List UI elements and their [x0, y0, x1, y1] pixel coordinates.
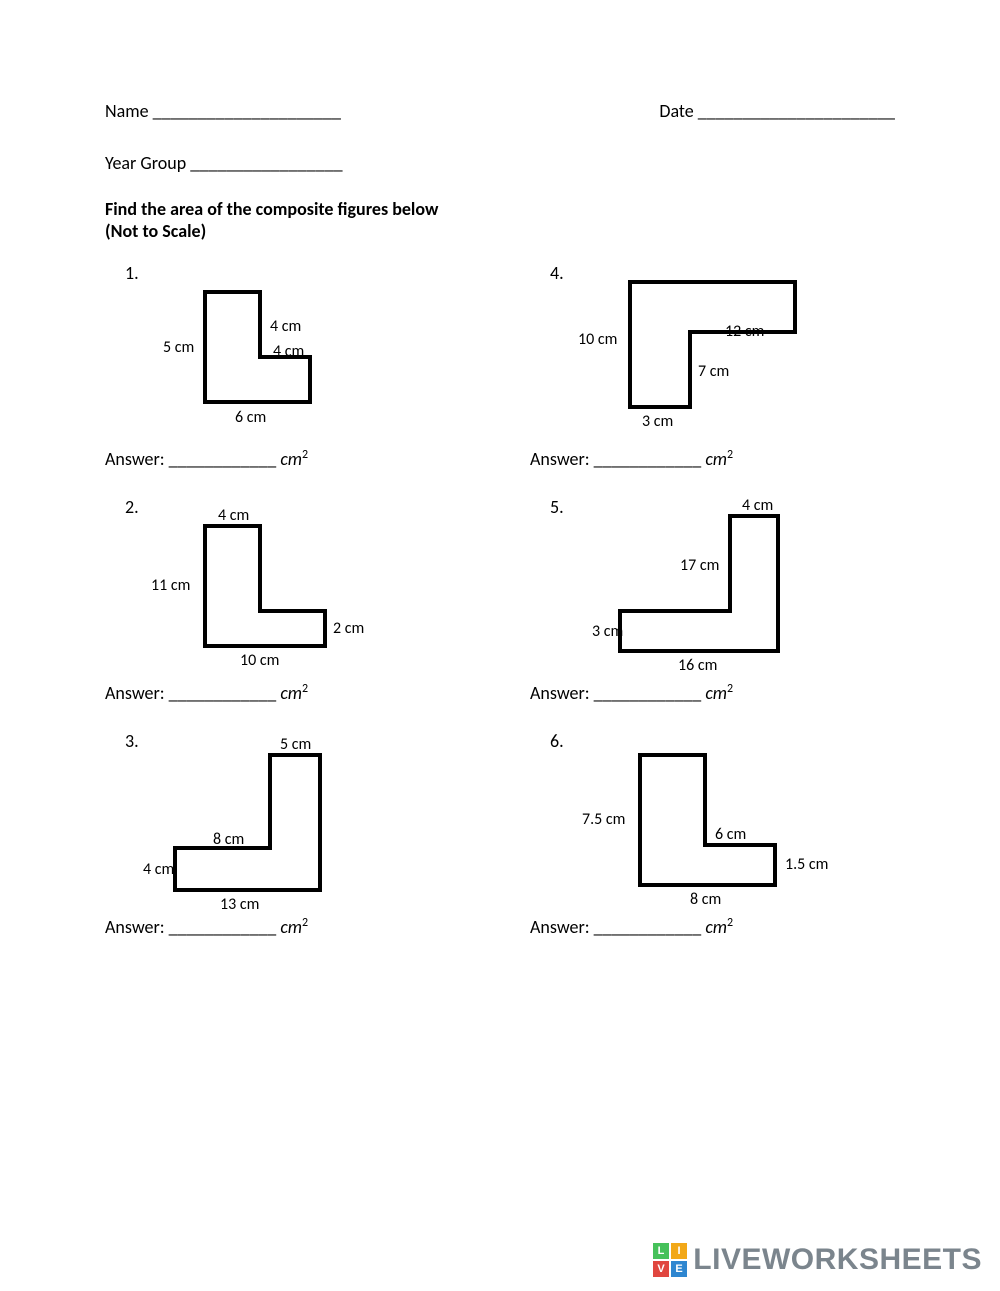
dimension-label: 12 cm	[725, 322, 764, 341]
dimension-label: 16 cm	[678, 656, 717, 675]
problem: 3.5 cm8 cm4 cm13 cmAnswer: ____________ …	[105, 730, 470, 938]
answer-line[interactable]: Answer: ____________ cm2	[105, 448, 470, 470]
worksheet-page: Name _____________________ Date ________…	[0, 0, 1000, 1014]
badge-cell: V	[653, 1261, 669, 1277]
dimension-label: 2 cm	[333, 619, 364, 638]
answer-line[interactable]: Answer: ____________ cm2	[105, 916, 470, 938]
answer-line[interactable]: Answer: ____________ cm2	[530, 448, 895, 470]
dimension-label: 6 cm	[715, 825, 746, 844]
dimension-label: 3 cm	[592, 622, 623, 641]
dimension-label: 5 cm	[280, 735, 311, 754]
date-field[interactable]: Date ______________________	[659, 100, 895, 122]
instructions: Find the area of the composite figures b…	[105, 198, 445, 242]
dimension-label: 7 cm	[698, 362, 729, 381]
dimension-label: 6 cm	[235, 408, 266, 427]
badge-cell: E	[671, 1261, 687, 1277]
right-column: 4.10 cm12 cm7 cm3 cmAnswer: ____________…	[530, 262, 895, 964]
problem-columns: 1.5 cm 4 cm 4 cm 6 cm Answer: ____________ c…	[105, 262, 895, 964]
figure-wrap: 5 cm8 cm4 cm13 cm	[105, 730, 470, 910]
dimension-label: 5 cm	[163, 338, 194, 357]
watermark-badge: LIVE	[653, 1243, 687, 1277]
dimension-label: 4 cm	[270, 317, 301, 336]
header-row: Name _____________________ Date ________…	[105, 100, 895, 122]
answer-line[interactable]: Answer: ____________ cm2	[530, 916, 895, 938]
answer-line[interactable]: Answer: ____________ cm2	[530, 682, 895, 704]
composite-figure	[530, 262, 850, 442]
figure-wrap: 4 cm 17 cm 3 cm 16 cm	[530, 496, 895, 676]
dimension-label: 11 cm	[151, 576, 190, 595]
dimension-label: 1.5 cm	[785, 855, 828, 874]
dimension-label: 8 cm	[213, 830, 244, 849]
problem: 4.10 cm12 cm7 cm3 cmAnswer: ____________…	[530, 262, 895, 470]
dimension-label: 10 cm	[578, 330, 617, 349]
dimension-label: 10 cm	[240, 651, 279, 670]
dimension-label: 4 cm	[218, 506, 249, 525]
liveworksheets-watermark: LIVE LIVEWORKSHEETS	[653, 1243, 982, 1277]
problem: 5.4 cm17 cm3 cm16 cmAnswer: ____________…	[530, 496, 895, 704]
figure-wrap: 10 cm 12 cm 7 cm 3 cm	[530, 262, 895, 442]
dimension-label: 13 cm	[220, 895, 259, 914]
year-group-field[interactable]: Year Group _________________	[105, 152, 895, 174]
problem: 6.7.5 cm6 cm1.5 cm8 cmAnswer: __________…	[530, 730, 895, 938]
dimension-label: 4 cm	[143, 860, 174, 879]
dimension-label: 8 cm	[690, 890, 721, 909]
dimension-label: 3 cm	[642, 412, 673, 431]
badge-cell: I	[671, 1243, 687, 1259]
dimension-label: 17 cm	[680, 556, 719, 575]
composite-figure	[105, 730, 425, 910]
watermark-text: LIVEWORKSHEETS	[693, 1243, 982, 1277]
figure-wrap: 7.5 cm 6 cm 1.5 cm 8 cm	[530, 730, 895, 910]
dimension-label: 7.5 cm	[582, 810, 625, 829]
composite-figure	[530, 730, 850, 910]
dimension-label: 4 cm	[742, 496, 773, 515]
problem: 2.4 cm11 cm2 cm10 cmAnswer: ____________…	[105, 496, 470, 704]
name-field[interactable]: Name _____________________	[105, 100, 341, 122]
problem: 1.5 cm4 cm4 cm6 cmAnswer: ____________ c…	[105, 262, 470, 470]
badge-cell: L	[653, 1243, 669, 1259]
answer-line[interactable]: Answer: ____________ cm2	[105, 682, 470, 704]
figure-wrap: 5 cm 4 cm 4 cm 6 cm	[105, 262, 470, 442]
left-column: 1.5 cm4 cm4 cm6 cmAnswer: ____________ c…	[105, 262, 470, 964]
composite-figure	[530, 496, 850, 676]
figure-wrap: 4 cm 11 cm 2 cm 10 cm	[105, 496, 470, 676]
dimension-label: 4 cm	[273, 342, 304, 361]
